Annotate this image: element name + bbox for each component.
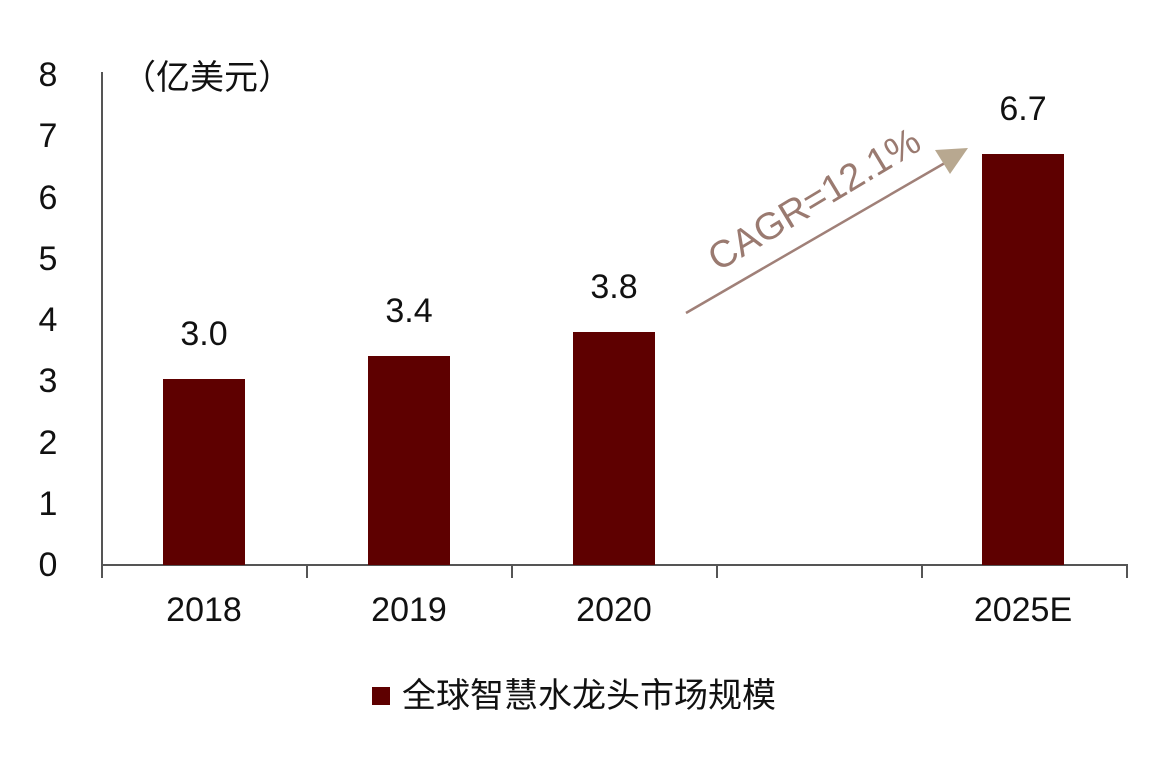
y-tick-1: 1 [38,485,58,523]
value-label-2018: 3.0 [180,315,228,353]
y-tick-6: 6 [38,179,58,217]
x-tick-mark [921,564,923,578]
bar-2025e [982,154,1064,565]
bar-2018 [163,379,245,565]
x-axis-line [101,564,1128,566]
y-tick-4: 4 [38,301,58,339]
x-label-2018: 2018 [166,591,242,629]
bar-2020 [573,332,655,565]
x-tick-mark [101,564,103,578]
x-label-2020: 2020 [576,591,652,629]
y-axis-line [101,72,103,566]
x-label-2019: 2019 [371,591,447,629]
x-tick-mark [716,564,718,578]
value-label-2025e: 6.7 [999,90,1047,128]
y-tick-3: 3 [38,362,58,400]
y-tick-8: 8 [38,56,58,94]
cagr-label: CAGR=12.1% [701,120,928,279]
y-axis-unit-label: （亿美元） [122,58,292,98]
bar-2019 [368,356,450,565]
value-label-2020: 3.8 [590,268,638,306]
legend-label: 全球智慧水龙头市场规模 [402,676,776,716]
x-tick-mark [1126,564,1128,578]
x-tick-mark [306,564,308,578]
legend: 全球智慧水龙头市场规模 [372,676,776,716]
x-tick-mark [511,564,513,578]
y-tick-7: 7 [38,117,58,155]
y-tick-5: 5 [38,240,58,278]
y-tick-2: 2 [38,424,58,462]
x-label-2025e: 2025E [973,591,1073,629]
value-label-2019: 3.4 [385,292,433,330]
y-tick-0: 0 [38,546,58,584]
legend-swatch-icon [372,687,390,705]
